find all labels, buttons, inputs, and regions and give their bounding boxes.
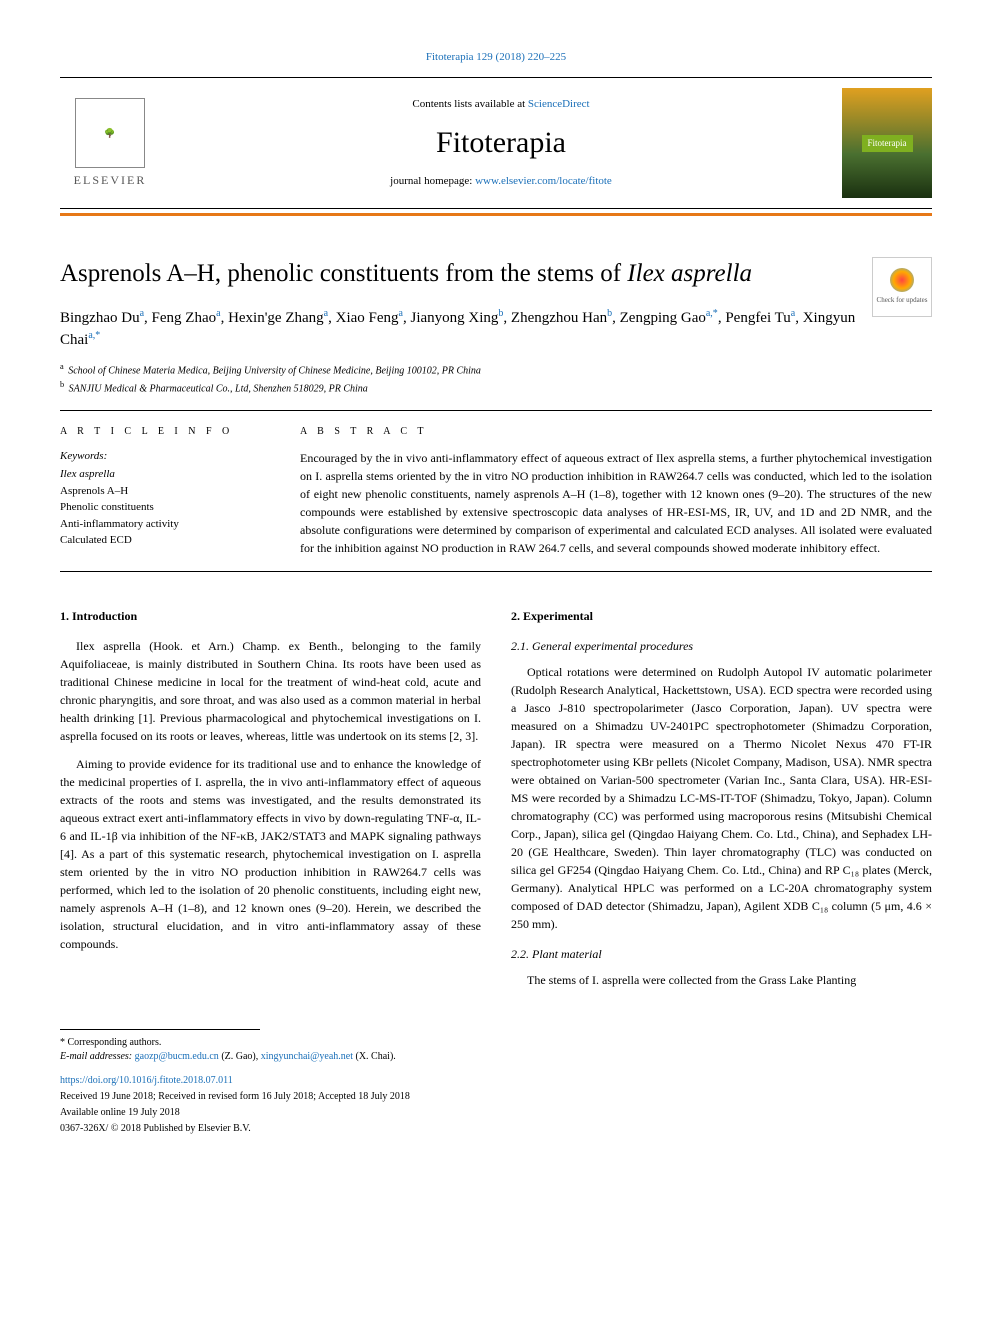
intro-para-1: Ilex asprella (Hook. et Arn.) Champ. ex … [60,637,481,745]
abstract-text: Encouraged by the in vivo anti-inflammat… [300,449,932,557]
journal-header: 🌳 ELSEVIER Contents lists available at S… [60,77,932,209]
article-header: Asprenols A–H, phenolic constituents fro… [60,256,932,396]
homepage-line: journal homepage: www.elsevier.com/locat… [160,174,842,189]
abstract-column: A B S T R A C T Encouraged by the in viv… [300,425,932,557]
cover-label: Fitoterapia [862,135,913,152]
section-1-heading: 1. Introduction [60,607,481,625]
header-center: Contents lists available at ScienceDirec… [160,97,842,190]
journal-reference: Fitoterapia 129 (2018) 220–225 [60,50,932,65]
abstract-heading: A B S T R A C T [300,425,932,439]
doi-link[interactable]: https://doi.org/10.1016/j.fitote.2018.07… [60,1074,932,1088]
page: Fitoterapia 129 (2018) 220–225 🌳 ELSEVIE… [0,0,992,1186]
affiliation-line: a School of Chinese Materia Medica, Beij… [60,361,932,378]
email-link-1[interactable]: gaozp@bucm.edu.cn [135,1051,219,1062]
journal-cover-thumbnail: Fitoterapia [842,88,932,198]
journal-title: Fitoterapia [160,122,842,164]
email-label: E-mail addresses: [60,1051,135,1062]
intro-para-2: Aiming to provide evidence for its tradi… [60,755,481,953]
copyright-line: 0367-326X/ © 2018 Published by Elsevier … [60,1122,932,1136]
affiliations: a School of Chinese Materia Medica, Beij… [60,361,932,396]
title-italic-species: Ilex asprella [627,260,752,287]
contents-prefix: Contents lists available at [412,98,527,110]
subsection-2-2-heading: 2.2. Plant material [511,945,932,963]
keywords-label: Keywords: [60,449,260,464]
article-info-column: A R T I C L E I N F O Keywords: Ilex asp… [60,425,260,557]
homepage-link[interactable]: www.elsevier.com/locate/fitote [475,175,612,187]
article-info-heading: A R T I C L E I N F O [60,425,260,439]
received-dates: Received 19 June 2018; Received in revis… [60,1090,932,1104]
sciencedirect-link[interactable]: ScienceDirect [528,98,590,110]
experimental-para-21: Optical rotations were determined on Rud… [511,663,932,933]
publisher-logo: 🌳 ELSEVIER [60,93,160,193]
crossmark-icon [890,268,914,292]
homepage-prefix: journal homepage: [390,175,475,187]
check-updates-label: Check for updates [877,296,928,306]
keyword-item: Ilex asprella [60,466,260,483]
corresponding-authors: * Corresponding authors. E-mail addresse… [60,1036,932,1064]
authors-list: Bingzhao Dua, Feng Zhaoa, Hexin'ge Zhang… [60,307,932,351]
corresponding-label: * Corresponding authors. [60,1036,932,1050]
keywords-list: Ilex asprellaAsprenols A–HPhenolic const… [60,466,260,549]
left-column: 1. Introduction Ilex asprella (Hook. et … [60,607,481,999]
rule-below-abstract [60,571,932,572]
footer-separator [60,1029,260,1030]
subsection-2-1-heading: 2.1. General experimental procedures [511,637,932,655]
article-title: Asprenols A–H, phenolic constituents fro… [60,256,932,291]
keyword-item: Anti-inflammatory activity [60,516,260,533]
email1-who: (Z. Gao), [219,1051,261,1062]
check-for-updates-badge[interactable]: Check for updates [872,257,932,317]
plant-material-para: The stems of I. asprella were collected … [511,971,932,989]
keyword-item: Phenolic constituents [60,499,260,516]
email-line: E-mail addresses: gaozp@bucm.edu.cn (Z. … [60,1050,932,1064]
body-two-column: 1. Introduction Ilex asprella (Hook. et … [60,607,932,999]
publisher-name: ELSEVIER [74,172,147,189]
email-link-2[interactable]: xingyunchai@yeah.net [261,1051,353,1062]
title-plain: Asprenols A–H, phenolic constituents fro… [60,260,627,287]
elsevier-tree-icon: 🌳 [75,98,145,168]
section-2-heading: 2. Experimental [511,607,932,625]
rule-above-abstract [60,410,932,411]
right-column: 2. Experimental 2.1. General experimenta… [511,607,932,999]
email2-who: (X. Chai). [353,1051,396,1062]
keyword-item: Calculated ECD [60,532,260,549]
keyword-item: Asprenols A–H [60,483,260,500]
available-online: Available online 19 July 2018 [60,1106,932,1120]
orange-divider-bar [60,213,932,216]
info-abstract-row: A R T I C L E I N F O Keywords: Ilex asp… [60,425,932,557]
contents-available-line: Contents lists available at ScienceDirec… [160,97,842,112]
affiliation-line: b SANJIU Medical & Pharmaceutical Co., L… [60,379,932,396]
